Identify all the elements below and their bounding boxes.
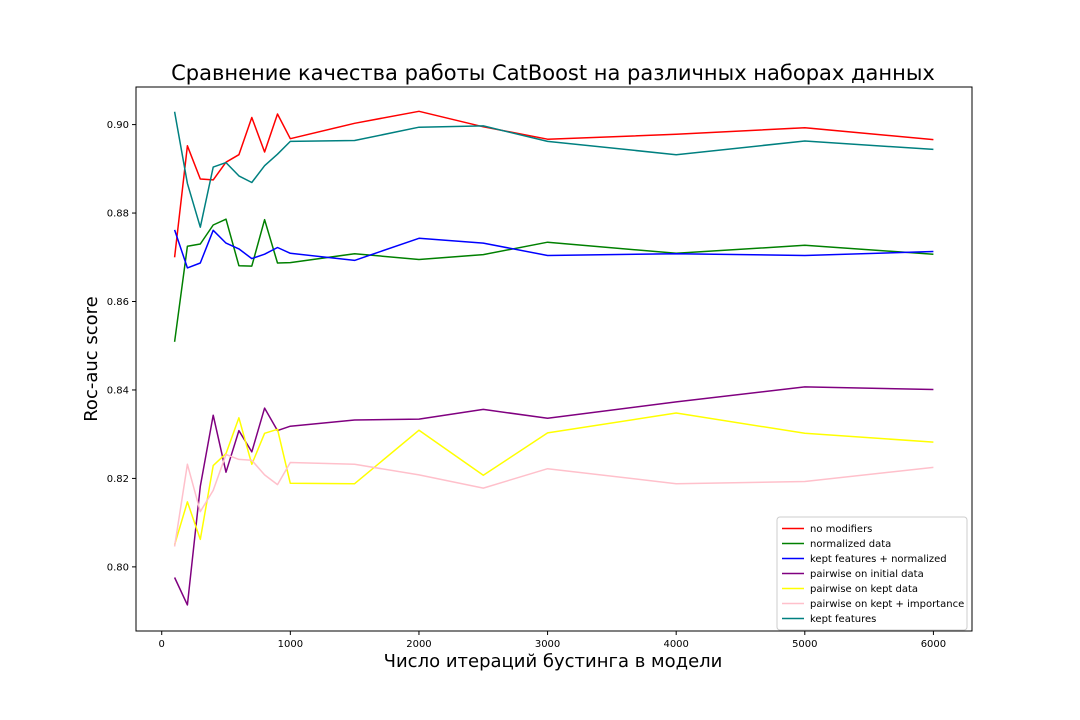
legend-label: kept features + normalized bbox=[810, 554, 947, 565]
x-axis: 0 1000 2000 3000 4000 5000 6000 bbox=[159, 631, 946, 650]
y-tick-label: 0.80 bbox=[107, 562, 129, 573]
legend-label: pairwise on kept data bbox=[810, 584, 918, 595]
series-line-kept-features bbox=[173, 111, 934, 228]
y-tick-label: 0.84 bbox=[107, 385, 129, 396]
y-tick-label: 0.86 bbox=[107, 297, 129, 308]
y-tick-label: 0.82 bbox=[107, 474, 129, 485]
y-axis: 0.80 0.82 0.84 0.86 0.88 0.90 bbox=[107, 120, 136, 573]
x-tick-label: 6000 bbox=[921, 639, 946, 650]
series-line-pairwise-on-kept-importance bbox=[173, 453, 934, 547]
x-tick-label: 1000 bbox=[278, 639, 303, 650]
y-axis-label: Roc-auc score bbox=[81, 296, 102, 422]
legend-box bbox=[776, 516, 968, 631]
series-line-no-modifiers bbox=[173, 110, 934, 258]
x-axis-label: Число итераций бустинга в модели bbox=[384, 651, 723, 672]
x-tick-label: 0 bbox=[159, 639, 165, 650]
legend-label: kept features bbox=[810, 614, 876, 625]
x-tick-label: 2000 bbox=[406, 639, 431, 650]
legend-label: pairwise on initial data bbox=[810, 569, 924, 580]
legend-label: pairwise on kept + importance bbox=[810, 599, 964, 610]
x-tick-label: 4000 bbox=[663, 639, 688, 650]
x-tick-label: 5000 bbox=[792, 639, 817, 650]
y-tick-label: 0.88 bbox=[107, 209, 129, 220]
chart-title: Сравнение качества работы CatBoost на ра… bbox=[171, 61, 935, 85]
legend-label: normalized data bbox=[810, 539, 891, 550]
y-tick-label: 0.90 bbox=[107, 120, 129, 131]
plot-frame bbox=[135, 86, 973, 632]
plot-area bbox=[173, 110, 934, 606]
series-line-normalized-data bbox=[173, 218, 934, 342]
series-line-kept-features-normalized bbox=[173, 229, 934, 269]
series-line-pairwise-on-kept-data bbox=[173, 412, 934, 546]
legend: no modifiers normalized data kept features… bbox=[776, 516, 968, 631]
legend-label: no modifiers bbox=[810, 524, 872, 535]
x-tick-label: 3000 bbox=[535, 639, 560, 650]
